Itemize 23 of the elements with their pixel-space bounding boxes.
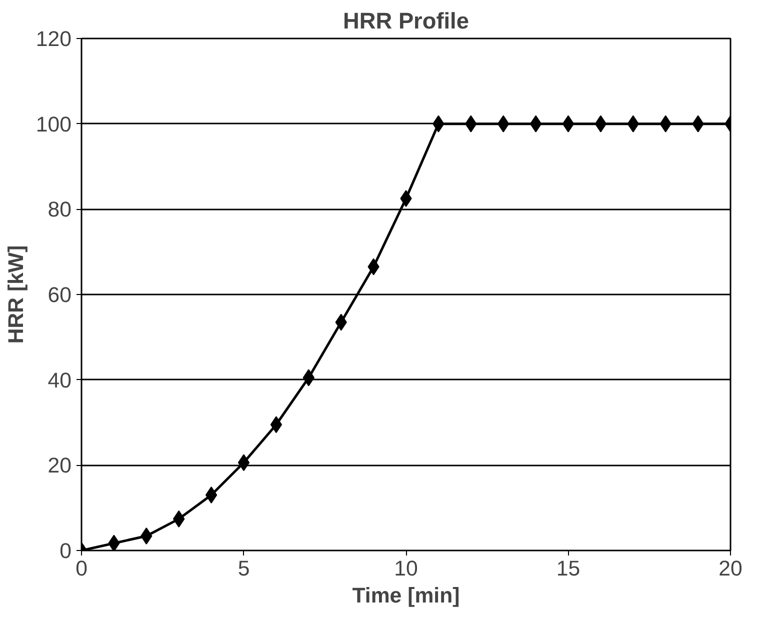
y-tick-label: 20 [48,454,72,478]
y-tick-label: 120 [36,27,72,51]
y-tick-label: 0 [60,539,72,563]
x-tick-label: 15 [556,556,580,580]
point [108,534,120,550]
x-tick-label: 20 [718,556,742,580]
y-tick-label: 80 [48,198,72,222]
y-axis-title: HRR [kW] [4,245,28,344]
x-tick-label: 5 [238,556,250,580]
x-axis-title: Time [min] [352,584,460,608]
point [562,115,574,132]
point [270,416,282,434]
y-tick-label: 40 [48,368,72,392]
point [205,486,218,504]
point [594,115,607,132]
point [530,115,542,132]
y-tick-label: 60 [48,283,72,307]
x-tick-label: 0 [76,556,88,580]
point [238,454,250,472]
chart-title: HRR Profile [343,8,469,34]
point [400,190,412,207]
x-tick-label: 10 [394,556,418,580]
y-tick-label: 100 [36,112,72,136]
